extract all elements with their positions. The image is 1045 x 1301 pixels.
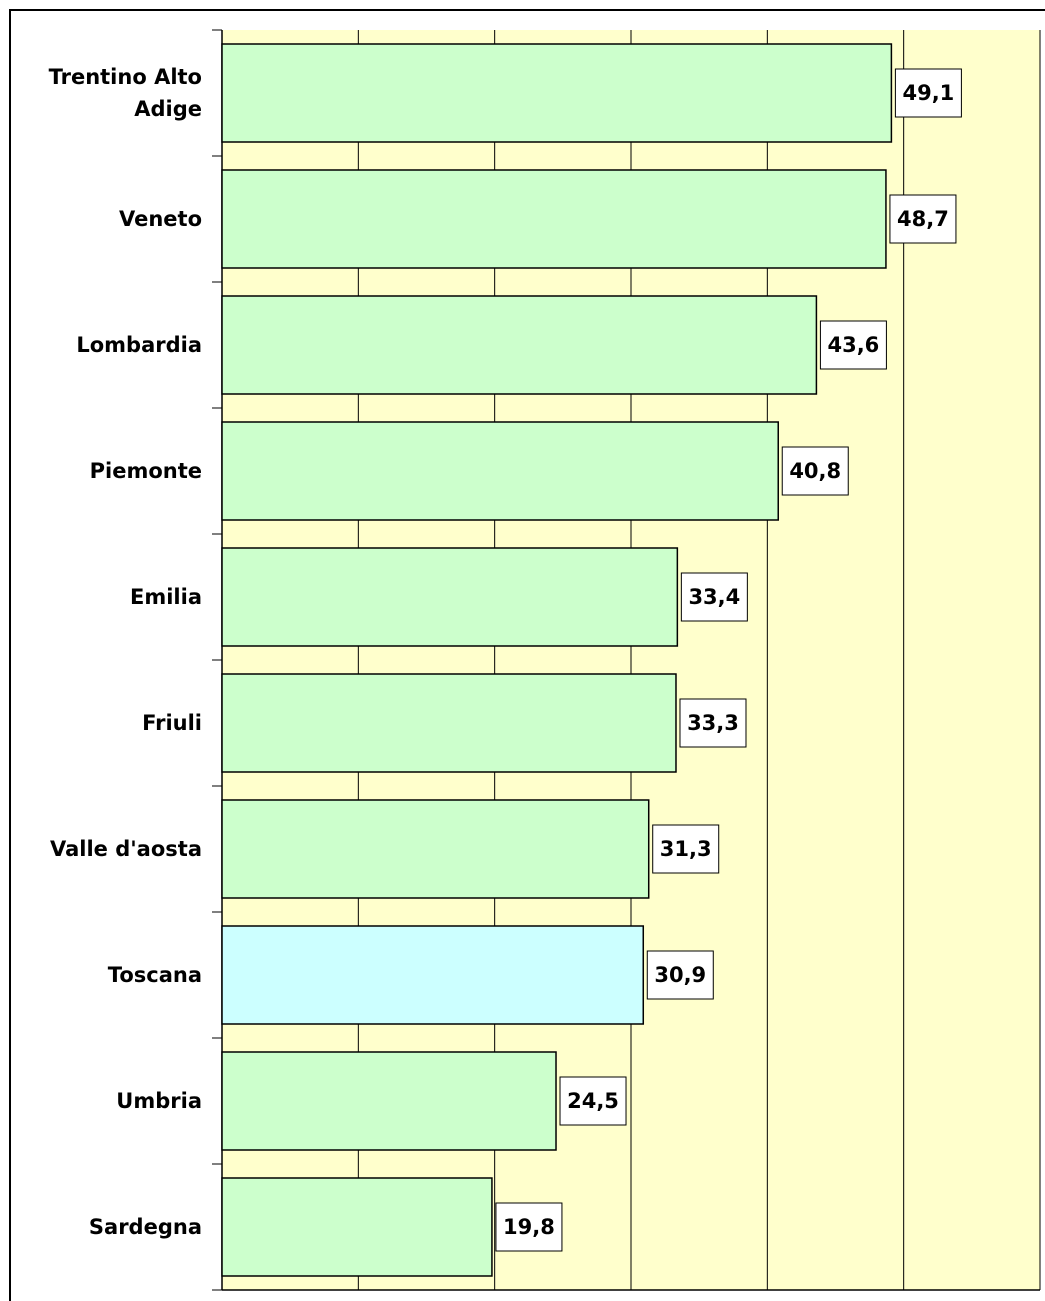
category-label: Emilia [130, 585, 202, 609]
value-label: 40,8 [789, 459, 841, 483]
value-label-box [559, 1076, 627, 1126]
category-label-box: Umbria [116, 1089, 202, 1113]
value-label-box [781, 446, 849, 496]
value-label: 43,6 [827, 333, 879, 357]
category-label-box: Piemonte [89, 459, 202, 483]
category-label: Piemonte [89, 459, 202, 483]
value-label: 33,4 [688, 585, 740, 609]
value-label-box [894, 68, 962, 118]
category-label: Veneto [118, 207, 202, 231]
category-label: Friuli [142, 711, 202, 735]
bar [221, 1051, 557, 1151]
bar [221, 421, 779, 521]
category-label: Toscana [107, 963, 202, 987]
category-label: Trentino Alto Adige [48, 65, 202, 121]
bar [221, 295, 818, 395]
value-label: 19,8 [503, 1215, 555, 1239]
bar [221, 43, 893, 143]
category-label-box: Veneto [118, 207, 202, 231]
value-label-box [646, 950, 714, 1000]
category-label-box: Sardegna [88, 1215, 202, 1239]
category-label-box: Lombardia [76, 333, 202, 357]
category-label-box: Friuli [142, 711, 202, 735]
value-label: 49,1 [902, 81, 954, 105]
value-label-box [680, 572, 748, 622]
category-label: Sardegna [88, 1215, 202, 1239]
value-label-box [679, 698, 747, 748]
bar [221, 169, 887, 269]
value-label: 24,5 [567, 1089, 619, 1113]
value-label: 31,3 [660, 837, 712, 861]
category-label-box: Trentino Alto Adige [48, 65, 202, 121]
category-label-box: Emilia [130, 585, 202, 609]
value-label-box [652, 824, 720, 874]
bar [221, 925, 645, 1025]
bar [221, 799, 650, 899]
value-label-box [889, 194, 957, 244]
bar [221, 547, 679, 647]
value-label: 33,3 [687, 711, 739, 735]
value-label: 30,9 [654, 963, 706, 987]
category-label-box: Toscana [107, 963, 202, 987]
category-label: Valle d'aosta [50, 837, 202, 861]
category-label: Lombardia [76, 333, 202, 357]
value-label-box [819, 320, 887, 370]
category-label-box: Valle d'aosta [50, 837, 202, 861]
value-label: 48,7 [897, 207, 949, 231]
bar [221, 673, 677, 773]
value-label-box [495, 1202, 563, 1252]
category-label: Umbria [116, 1089, 202, 1113]
bar [221, 1177, 493, 1277]
